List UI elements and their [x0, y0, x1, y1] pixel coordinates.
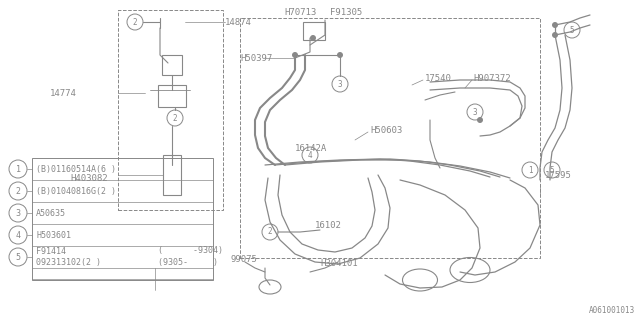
Text: 2: 2	[173, 114, 177, 123]
Text: 4: 4	[308, 150, 312, 159]
Text: 2: 2	[15, 187, 20, 196]
Text: 3: 3	[473, 108, 477, 116]
Circle shape	[337, 52, 343, 58]
Text: A061001013: A061001013	[589, 306, 635, 315]
Text: 17595: 17595	[545, 171, 572, 180]
Circle shape	[552, 22, 558, 28]
Text: 1: 1	[15, 164, 20, 173]
Bar	[158, 85, 186, 107]
Text: 14874: 14874	[225, 18, 252, 27]
Text: 3: 3	[15, 209, 20, 218]
Text: 3: 3	[338, 79, 342, 89]
Text: A50635: A50635	[36, 209, 66, 218]
Text: H403082: H403082	[70, 173, 108, 182]
Bar	[118, 10, 223, 210]
Text: (      -9304): ( -9304)	[158, 246, 223, 255]
Text: 5: 5	[550, 165, 554, 174]
Bar	[163, 155, 181, 195]
Text: (B)01040816G(2 ): (B)01040816G(2 )	[36, 187, 116, 196]
Text: 1: 1	[528, 165, 532, 174]
Text: H50397: H50397	[240, 53, 272, 62]
Text: F91305: F91305	[330, 7, 362, 17]
Bar	[32, 158, 213, 280]
Circle shape	[292, 52, 298, 58]
Text: 16142A: 16142A	[295, 143, 327, 153]
Circle shape	[310, 35, 316, 41]
Text: 5: 5	[570, 26, 574, 35]
Text: 14774: 14774	[50, 89, 77, 98]
Circle shape	[477, 117, 483, 123]
Text: 2: 2	[132, 18, 138, 27]
Text: H304101: H304101	[320, 260, 358, 268]
Text: 16102: 16102	[315, 220, 342, 229]
Bar	[303, 22, 325, 40]
Text: 092313102(2 ): 092313102(2 )	[36, 258, 101, 267]
Text: H907372: H907372	[473, 74, 511, 83]
Text: F91414: F91414	[36, 246, 66, 255]
Circle shape	[552, 32, 558, 38]
Text: 4: 4	[15, 230, 20, 239]
Text: 17540: 17540	[425, 74, 452, 83]
Text: (9305-     ): (9305- )	[158, 258, 218, 267]
Bar	[162, 55, 182, 75]
Text: H503601: H503601	[36, 230, 71, 239]
Bar	[240, 18, 540, 258]
Text: 99075: 99075	[230, 255, 257, 265]
Text: H50603: H50603	[370, 125, 403, 134]
Text: H70713: H70713	[284, 7, 316, 17]
Text: (B)01160514A(6 ): (B)01160514A(6 )	[36, 164, 116, 173]
Text: 5: 5	[15, 252, 20, 261]
Text: 2: 2	[268, 228, 272, 236]
